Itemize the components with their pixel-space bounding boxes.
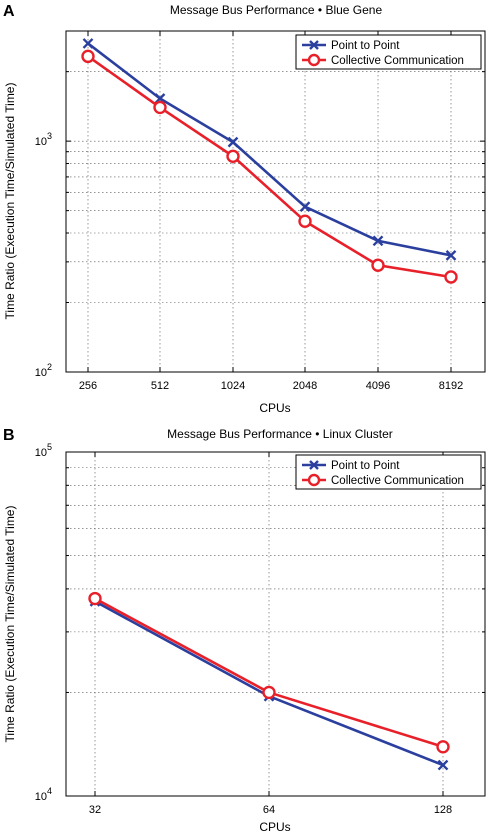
data-point-x-marker	[445, 250, 457, 261]
x-axis-label-a: CPUs	[259, 401, 290, 415]
plot-frame-b	[65, 451, 486, 797]
data-point-x-marker	[299, 201, 311, 213]
legend-box	[295, 454, 482, 490]
x-tick-label: 128	[434, 804, 452, 816]
legend-x-marker	[309, 40, 319, 50]
y-tick-label: 103	[35, 131, 52, 148]
legend-label: Collective Communication	[331, 475, 464, 487]
x-tick-label: 512	[151, 380, 169, 392]
data-point-x-marker	[227, 136, 239, 148]
legend-label: Point to Point	[331, 40, 400, 52]
chart-panel-a: A Message Bus Performance • Blue Gene 25…	[3, 3, 486, 415]
chart-panel-b: B Message Bus Performance • Linux Cluste…	[3, 427, 486, 834]
legend-box	[295, 34, 482, 70]
x-marker-stroke	[299, 201, 311, 213]
legend-circle-marker	[307, 53, 321, 67]
chart-title-a: Message Bus Performance • Blue Gene	[170, 3, 383, 17]
legend-a: Point to Point Collective Communication	[295, 34, 482, 70]
data-point-circle-marker	[262, 685, 276, 700]
data-point-circle-marker	[444, 270, 458, 284]
legend-label: Collective Communication	[331, 55, 464, 67]
x-tick-label: 1024	[221, 380, 245, 392]
data-point-circle-marker	[81, 49, 95, 64]
x-tick-label: 64	[263, 804, 275, 816]
data-point-x-marker	[82, 38, 94, 49]
x-tick-label: 4096	[366, 380, 390, 392]
axis-ticks-b: 32 64 128 104 105	[35, 442, 485, 816]
x-marker-stroke	[227, 136, 239, 148]
data-point-x-marker	[372, 235, 384, 247]
axis-ticks-a: 256 512 1024 2048 4096 8192 102 103	[35, 30, 485, 392]
y-tick-label: 102	[35, 362, 52, 379]
plot-frame-a	[65, 30, 486, 373]
x-marker-stroke	[372, 235, 384, 247]
data-point-circle-marker	[88, 591, 102, 606]
panel-letter-b: B	[3, 427, 15, 444]
series-line-point-to-point	[87, 42, 452, 257]
plot-area-b	[66, 452, 485, 796]
x-tick-label: 32	[89, 804, 101, 816]
x-marker-stroke	[82, 38, 94, 49]
plot-area-a	[66, 31, 485, 372]
series-line-collective	[87, 55, 452, 279]
legend-label: Point to Point	[331, 460, 400, 472]
series-group-b	[88, 591, 450, 771]
data-point-circle-marker	[298, 214, 312, 228]
y-axis-label-b: Time Ratio (Execution Time/Simulated Tim…	[3, 506, 17, 743]
data-point-x-marker	[437, 759, 449, 771]
legend-circle-marker	[307, 473, 321, 487]
y-tick-label: 105	[35, 442, 52, 459]
data-point-circle-marker	[371, 258, 385, 272]
y-axis-label-a: Time Ratio (Execution Time/Simulated Tim…	[3, 83, 17, 320]
legend-b: Point to Point Collective Communication	[295, 454, 482, 490]
chart-title-b: Message Bus Performance • Linux Cluster	[167, 427, 393, 441]
panel-letter-a: A	[3, 3, 15, 20]
series-group-a	[81, 38, 458, 284]
x-tick-label: 2048	[293, 380, 317, 392]
x-marker-stroke	[445, 250, 457, 261]
data-point-circle-marker	[436, 740, 450, 754]
data-point-circle-marker	[153, 100, 167, 115]
x-tick-label: 8192	[439, 380, 463, 392]
x-axis-label-b: CPUs	[259, 820, 290, 834]
x-marker-stroke	[437, 759, 449, 771]
data-point-circle-marker	[226, 149, 240, 163]
y-tick-label: 104	[35, 786, 52, 803]
legend-x-marker	[309, 460, 319, 470]
x-tick-label: 256	[79, 380, 97, 392]
